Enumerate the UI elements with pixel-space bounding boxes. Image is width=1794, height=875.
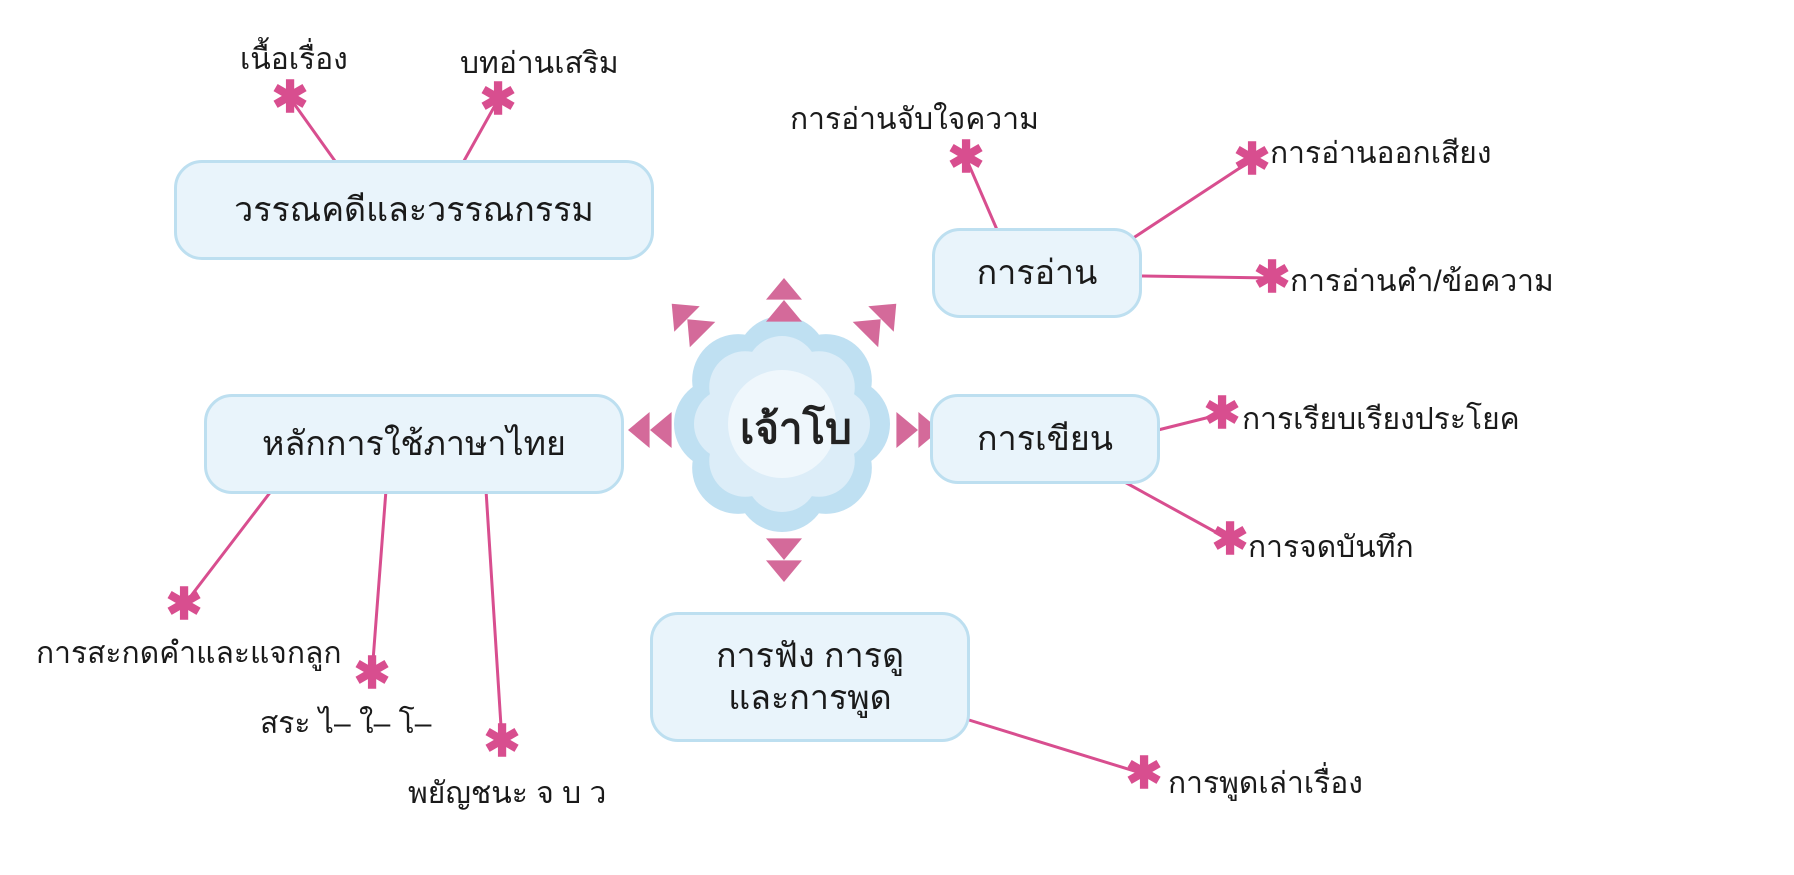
node-thai-usage: หลักการใช้ภาษาไทย — [204, 394, 624, 494]
leaf-supplementary: บทอ่านเสริม — [460, 40, 619, 87]
asterisk-icon: ✱ — [1212, 518, 1249, 562]
leaf-vowels: สระ ไ– ใ– โ– — [260, 700, 431, 747]
leaf-read-comprehension: การอ่านจับใจความ — [790, 96, 1039, 143]
leaf-notes: การจดบันทึก — [1248, 524, 1414, 571]
node-writing: การเขียน — [930, 394, 1160, 484]
asterisk-icon: ✱ — [1234, 138, 1271, 182]
asterisk-icon: ✱ — [1126, 752, 1163, 796]
leaf-read-aloud: การอ่านออกเสียง — [1270, 130, 1491, 177]
leaf-consonants: พยัญชนะ จ บ ว — [408, 770, 606, 817]
asterisk-icon: ✱ — [1204, 392, 1241, 436]
node-literature: วรรณคดีและวรรณกรรม — [174, 160, 654, 260]
asterisk-icon: ✱ — [1254, 256, 1291, 300]
center-label: เจ้าโบ — [740, 396, 852, 462]
leaf-spelling: การสะกดคำและแจกลูก — [36, 630, 342, 677]
leaf-sentence: การเรียบเรียงประโยค — [1242, 396, 1520, 443]
asterisk-icon: ✱ — [354, 652, 391, 696]
node-reading: การอ่าน — [932, 228, 1142, 318]
leaf-content: เนื้อเรื่อง — [240, 36, 348, 83]
leaf-read-words: การอ่านคำ/ข้อความ — [1290, 258, 1554, 305]
mindmap-canvas: เจ้าโบ วรรณคดีและวรรณกรรมหลักการใช้ภาษาไ… — [0, 0, 1794, 875]
asterisk-icon: ✱ — [484, 720, 521, 764]
leaf-storytelling: การพูดเล่าเรื่อง — [1168, 760, 1363, 807]
asterisk-icon: ✱ — [166, 583, 203, 627]
node-listen-see-speak: การฟัง การดูและการพูด — [650, 612, 970, 742]
